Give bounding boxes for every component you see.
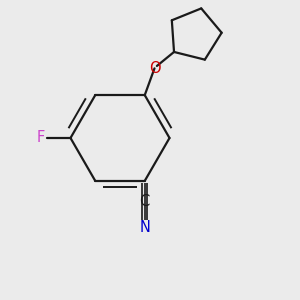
Text: N: N [139,220,150,235]
Text: F: F [37,130,45,146]
Text: C: C [140,194,150,209]
Text: O: O [149,61,160,76]
